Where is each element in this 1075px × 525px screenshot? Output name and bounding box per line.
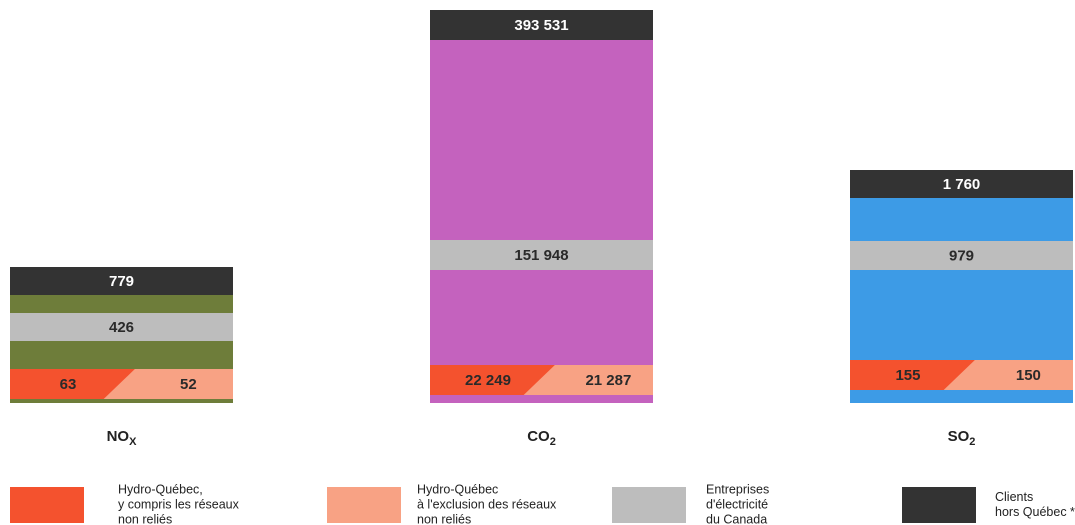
legend-text: du Canada <box>706 512 767 525</box>
canada-band <box>10 313 233 341</box>
hq-incl-band <box>850 360 975 390</box>
panel-label: CO2 <box>527 428 556 448</box>
legend-text: d'électricité <box>706 497 768 511</box>
legend-text: Entreprises <box>706 482 769 496</box>
label-sub: 2 <box>550 436 556 448</box>
legend-text: Clients <box>995 490 1033 504</box>
label-sub: 2 <box>969 436 975 448</box>
hq-excl-value: 21 287 <box>585 372 631 389</box>
canada-value: 426 <box>109 319 134 336</box>
legend-swatch <box>902 487 976 523</box>
hq-incl-value: 22 249 <box>465 372 511 389</box>
hq-incl-value: 63 <box>60 376 77 393</box>
hq-incl-band <box>10 369 135 399</box>
legend-text: à l'exclusion des réseaux <box>417 497 557 511</box>
hq-excl-value: 150 <box>1016 367 1041 384</box>
legend-text: Hydro-Québec, <box>118 482 203 496</box>
clients-band <box>10 267 233 295</box>
legend-swatch <box>327 487 401 523</box>
legend-swatch <box>10 487 84 523</box>
clients-band <box>850 170 1073 198</box>
legend-swatch <box>612 487 686 523</box>
label-main: NO <box>107 428 130 445</box>
canada-band <box>430 240 653 270</box>
legend-text: non reliés <box>118 512 172 525</box>
clients-value: 1 760 <box>943 176 981 193</box>
hq-excl-value: 52 <box>180 376 197 393</box>
legend-text: hors Québec * <box>995 505 1075 519</box>
panel-background <box>430 10 653 403</box>
clients-value: 393 531 <box>514 17 568 34</box>
canada-value: 151 948 <box>514 247 568 264</box>
hq-incl-band <box>430 365 555 395</box>
clients-band <box>430 10 653 40</box>
label-sub: X <box>129 436 137 448</box>
label-main: CO <box>527 428 550 445</box>
panel-label: NOX <box>107 428 138 448</box>
hq-incl-value: 155 <box>895 367 920 384</box>
canada-band <box>850 241 1073 270</box>
legend-text: Hydro-Québec <box>417 482 498 496</box>
label-main: SO <box>948 428 970 445</box>
panel-label: SO2 <box>948 428 976 448</box>
legend-text: non reliés <box>417 512 471 525</box>
canada-value: 979 <box>949 247 974 264</box>
legend-text: y compris les réseaux <box>118 497 240 511</box>
clients-value: 779 <box>109 273 134 290</box>
